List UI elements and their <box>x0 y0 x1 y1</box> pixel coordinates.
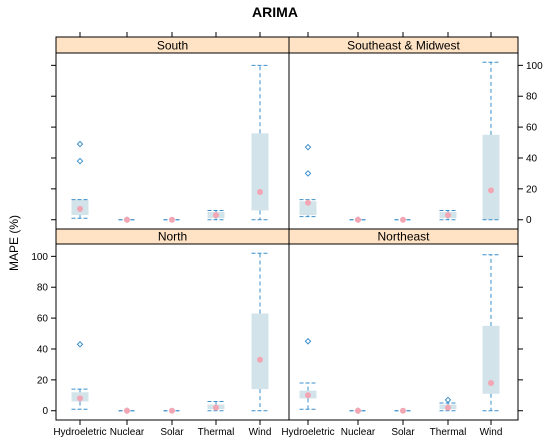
median-dot <box>124 407 130 414</box>
outlier-point <box>444 396 452 404</box>
box-south-solar <box>163 216 181 223</box>
median-dot <box>445 212 451 219</box>
median-dot <box>124 216 130 223</box>
outlier-point <box>304 143 312 151</box>
box-north-nuclear <box>118 407 136 415</box>
box-body <box>482 134 500 220</box>
outlier-point <box>76 341 84 348</box>
panel-south: South <box>51 32 290 230</box>
median-dot <box>355 216 361 223</box>
box-south-nuclear <box>118 216 136 224</box>
y-tick-label-left: 80 <box>37 283 49 294</box>
x-tick-label-nuclear: Nuclear <box>110 427 145 438</box>
x-tick-label-solar: Solar <box>391 427 415 438</box>
outlier-point <box>304 170 312 177</box>
y-tick-label-right: 80 <box>526 92 538 103</box>
box-body <box>251 133 269 211</box>
box-north-solar <box>163 407 181 414</box>
strip-label-northeast: Northeast <box>377 230 430 244</box>
y-tick-label-left: 40 <box>37 344 49 355</box>
median-dot <box>305 392 311 399</box>
y-tick-label-right: 20 <box>526 184 538 195</box>
median-dot <box>169 407 175 414</box>
box-northeast-solar <box>394 407 412 414</box>
box-north-hydroeletric <box>71 341 89 410</box>
box-southeast-and-midwest-hydroeletric <box>299 143 317 218</box>
box-northeast-hydroeletric <box>299 337 317 410</box>
x-tick-label-wind: Wind <box>480 427 503 438</box>
y-tick-label-left: 100 <box>31 252 48 263</box>
box-southeast-and-midwest-solar <box>394 216 412 223</box>
y-tick-label-left: 20 <box>37 375 49 386</box>
x-tick-label-nuclear: Nuclear <box>341 427 376 438</box>
panel-northeast: Northeast Hydroeletric Nuclear Solar Thermal… <box>281 228 523 438</box>
y-tick-label-right: 40 <box>526 153 538 164</box>
box-body <box>251 313 269 390</box>
x-tick-label-thermal: Thermal <box>198 427 235 438</box>
panel-southeast-and-midwest: Southeast & Midwest 0 20 40 60 80 100 <box>288 32 543 230</box>
median-dot <box>400 216 406 223</box>
box-body <box>482 325 500 394</box>
median-dot <box>169 216 175 223</box>
median-dot <box>257 356 263 363</box>
box-north-wind <box>251 252 269 412</box>
median-dot <box>488 187 494 194</box>
median-dot <box>445 404 451 411</box>
box-southeast-and-midwest-thermal <box>439 209 457 221</box>
x-tick-label-hydroeletric: Hydroeletric <box>53 427 106 438</box>
box-southeast-and-midwest-nuclear <box>349 216 367 224</box>
box-south-wind <box>251 64 269 221</box>
box-northeast-nuclear <box>349 407 367 415</box>
y-tick-label-right: 100 <box>526 61 543 72</box>
median-dot <box>213 404 219 411</box>
median-dot <box>400 407 406 414</box>
plot-layer: South Southeast & Midwest020406080100Nort… <box>31 32 543 438</box>
box-southeast-and-midwest-wind <box>482 61 500 221</box>
y-tick-label-right: 60 <box>526 123 538 134</box>
panel-north: North 0 20 40 60 80 100 Hydroeletric Nuclear Sola… <box>31 228 290 438</box>
x-tick-label-thermal: Thermal <box>430 427 467 438</box>
y-tick-label-right: 0 <box>526 215 532 226</box>
strip-label-north: North <box>158 230 187 244</box>
x-tick-label-hydroeletric: Hydroeletric <box>281 427 334 438</box>
outlier-point <box>76 157 84 165</box>
median-dot <box>488 379 494 386</box>
box-northeast-thermal <box>439 396 457 412</box>
median-dot <box>213 212 219 219</box>
y-tick-label-left: 60 <box>37 314 49 325</box>
box-northeast-wind <box>482 254 500 412</box>
median-dot <box>77 395 83 402</box>
box-north-thermal <box>207 400 225 412</box>
outlier-point <box>304 337 312 345</box>
box-south-hydroeletric <box>71 140 89 219</box>
outlier-point <box>76 140 84 148</box>
strip-label-southeast-and-midwest: Southeast & Midwest <box>347 39 460 53</box>
x-tick-label-wind: Wind <box>249 427 272 438</box>
box-south-thermal <box>207 209 225 221</box>
x-tick-label-solar: Solar <box>160 427 184 438</box>
strip-label-south: South <box>157 39 188 53</box>
median-dot <box>257 188 263 195</box>
median-dot <box>355 407 361 414</box>
chart-title: ARIMA <box>252 4 298 20</box>
median-dot <box>305 199 311 206</box>
box-body <box>299 201 317 216</box>
y-tick-label-left: 0 <box>42 406 48 417</box>
y-axis-title: MAPE (%) <box>7 215 21 271</box>
median-dot <box>77 205 83 212</box>
